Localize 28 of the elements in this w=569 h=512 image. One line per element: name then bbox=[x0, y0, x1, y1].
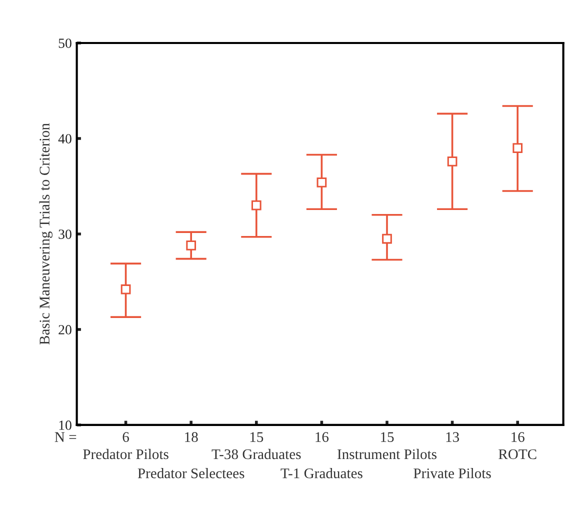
text: 6 bbox=[122, 432, 129, 442]
x-tick-label: T-1 Graduates bbox=[280, 468, 362, 478]
text: 18 bbox=[185, 432, 198, 442]
text: N = bbox=[54, 432, 76, 442]
x-tick-label: Instrument Pilots bbox=[337, 448, 436, 460]
y-axis-title: Basic Maneuvering Trials to Criterion bbox=[39, 123, 53, 345]
point bbox=[447, 156, 458, 166]
point bbox=[120, 284, 131, 294]
text: 15 bbox=[380, 432, 394, 442]
y-tick-label: 20 bbox=[58, 325, 72, 334]
y-tick-label: 50 bbox=[58, 38, 72, 48]
text: 15 bbox=[250, 432, 264, 442]
x-tick-label: T-38 Graduates bbox=[212, 448, 301, 460]
text: 16 bbox=[316, 432, 329, 442]
point bbox=[186, 240, 196, 250]
point bbox=[251, 200, 262, 210]
x-tick-label: Predator Pilots bbox=[83, 448, 168, 460]
x-tick-label: ROTC bbox=[498, 449, 536, 460]
x-tick-label: Private Pilots bbox=[414, 468, 491, 478]
point bbox=[316, 177, 327, 188]
x-tick-label: Predator Selectees bbox=[138, 468, 244, 478]
y-tick-label: 40 bbox=[58, 134, 72, 144]
point bbox=[512, 143, 523, 153]
y-tick-label: 10 bbox=[59, 420, 72, 430]
y-tick-label: 30 bbox=[58, 230, 72, 239]
text: 16 bbox=[512, 432, 524, 442]
text: 13 bbox=[446, 432, 460, 442]
point bbox=[382, 234, 392, 244]
